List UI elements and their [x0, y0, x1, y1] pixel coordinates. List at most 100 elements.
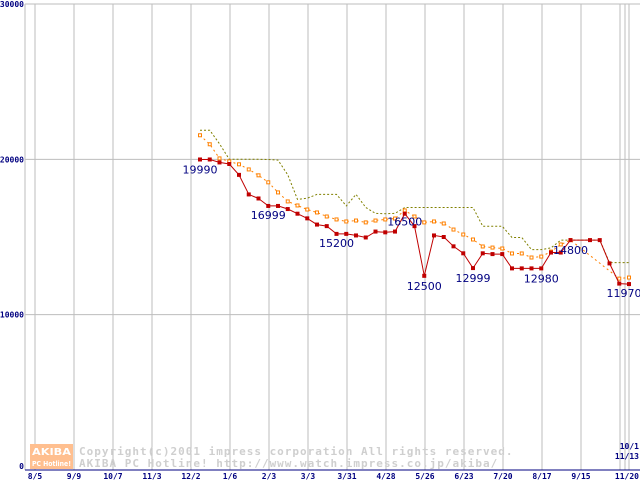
logo-bottom: PC Hotline!: [32, 460, 71, 468]
data-point-lowest: [285, 207, 290, 212]
data-point-lowest: [412, 224, 417, 229]
value-label: 12500: [407, 280, 442, 293]
x-tick-label: 2/3: [262, 472, 277, 480]
x-tick-label: 9/15: [571, 472, 590, 480]
x-tick-label: 10/7: [103, 472, 122, 480]
data-point-average: [383, 217, 388, 222]
data-point-average: [198, 133, 202, 138]
x-tick-label: 4/28: [376, 472, 395, 480]
x-tick-label: 10/1: [620, 442, 639, 451]
data-point-average: [315, 210, 319, 215]
data-point-lowest: [471, 266, 475, 271]
data-point-lowest: [402, 211, 407, 216]
data-point-lowest: [207, 157, 212, 162]
data-point-lowest: [344, 231, 349, 236]
data-point-lowest: [256, 196, 261, 201]
x-tick-label: 7/20: [493, 472, 512, 480]
data-point-average: [295, 203, 300, 208]
value-label: 16500: [387, 216, 422, 229]
data-point-average: [285, 199, 290, 204]
data-point-average: [500, 246, 505, 251]
data-point-average: [246, 167, 251, 172]
url-line: AKIBA PC Hotline! http://www.watch.impre…: [79, 457, 498, 470]
series-line-average: [199, 134, 630, 280]
data-point-lowest: [558, 250, 563, 255]
data-point-lowest: [315, 222, 319, 227]
copyright-line: Copyright(c)2001 impress corporation All…: [79, 445, 514, 458]
data-point-average: [344, 219, 349, 224]
x-tick-label: 3/3: [301, 472, 316, 480]
data-point-average: [451, 227, 456, 232]
x-tick-label: 11/20: [615, 472, 639, 480]
data-point-lowest: [490, 252, 495, 257]
data-point-average: [627, 275, 631, 280]
value-label: 11970: [607, 287, 640, 300]
data-point-lowest: [461, 251, 466, 256]
logo-bottom-bg: [30, 457, 73, 469]
y-tick-label: 20000: [0, 155, 24, 164]
data-point-average: [432, 219, 436, 224]
x-tick-label: 8/5: [28, 472, 43, 480]
data-point-lowest: [588, 238, 592, 243]
data-point-average: [276, 190, 280, 195]
data-point-average: [422, 220, 427, 225]
y-tick-label: 10000: [0, 311, 24, 320]
value-label: 14800: [553, 244, 588, 257]
x-tick-label: 5/26: [415, 472, 434, 480]
data-point-average: [461, 232, 466, 237]
data-point-lowest: [480, 251, 485, 256]
data-point-lowest: [295, 211, 300, 216]
x-tick-label: 6/23: [454, 472, 473, 480]
data-point-lowest: [237, 172, 241, 177]
data-point-average: [529, 255, 534, 260]
y-tick-label: 0: [19, 462, 24, 471]
data-point-lowest: [334, 231, 339, 236]
data-point-lowest: [510, 266, 514, 271]
x-tick-label: 3/31: [337, 472, 356, 480]
data-point-average: [256, 173, 261, 178]
value-label: 15200: [319, 237, 354, 250]
data-point-lowest: [451, 244, 456, 249]
x-tick-label: 8/17: [532, 472, 551, 480]
series-layer: [198, 129, 631, 287]
data-point-lowest: [529, 266, 534, 271]
x-tick-label: 11/3: [142, 472, 161, 480]
value-label: 19990: [183, 163, 218, 176]
data-point-lowest: [422, 273, 427, 278]
data-point-average: [393, 216, 397, 221]
grid: [25, 3, 640, 471]
data-point-average: [363, 220, 368, 225]
data-point-lowest: [276, 203, 280, 208]
data-point-average: [266, 180, 271, 185]
data-point-lowest: [373, 229, 378, 234]
data-point-lowest: [227, 161, 232, 166]
data-point-lowest: [324, 224, 329, 229]
data-point-average: [617, 276, 622, 281]
logo-top-bg: [30, 444, 73, 457]
data-point-average: [334, 217, 339, 222]
data-point-lowest: [393, 229, 397, 234]
data-point-lowest: [519, 266, 524, 271]
data-point-average: [305, 207, 310, 212]
data-point-lowest: [549, 250, 553, 255]
data-point-average: [402, 208, 407, 213]
watermark: AKIBA PC Hotline! Copyright(c)2001 impre…: [30, 444, 514, 470]
data-point-lowest: [617, 281, 622, 286]
data-point-average: [510, 251, 514, 256]
data-point-lowest: [607, 261, 612, 266]
data-point-lowest: [500, 252, 505, 257]
data-point-lowest: [246, 192, 251, 197]
data-point-lowest: [568, 238, 573, 243]
y-tick-label: 30000: [0, 0, 24, 9]
value-labels: 19990 16999 15200 16500 12500 12999 12980 14800…: [183, 163, 640, 300]
data-point-lowest: [432, 233, 436, 238]
data-point-lowest: [383, 230, 388, 235]
data-point-lowest: [198, 157, 202, 162]
series-line-max: [200, 129, 629, 264]
data-point-lowest: [305, 216, 310, 221]
data-point-lowest: [597, 238, 602, 243]
value-label: 16999: [251, 209, 286, 222]
data-point-average: [237, 162, 241, 167]
data-point-average: [412, 214, 417, 219]
